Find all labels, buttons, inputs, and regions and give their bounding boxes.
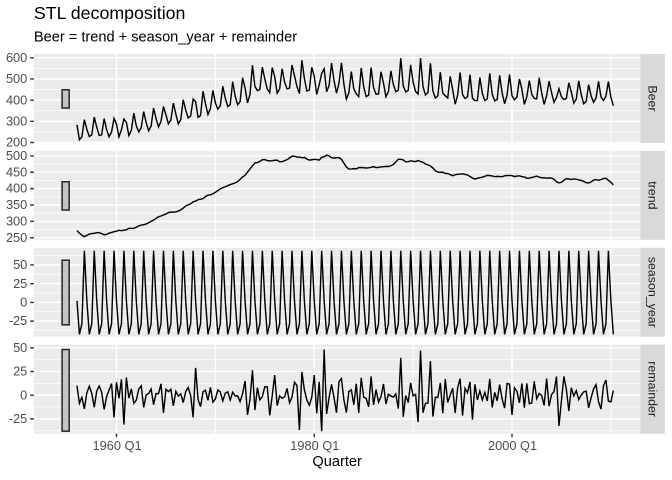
svg-text:season_year: season_year	[646, 257, 660, 328]
svg-text:300: 300	[6, 113, 27, 128]
svg-text:Quarter: Quarter	[312, 454, 362, 470]
svg-text:-25: -25	[9, 313, 28, 328]
svg-text:450: 450	[6, 164, 27, 179]
svg-text:1960 Q1: 1960 Q1	[93, 438, 142, 453]
svg-text:2000 Q1: 2000 Q1	[488, 438, 537, 453]
svg-text:200: 200	[6, 135, 27, 150]
svg-text:350: 350	[6, 197, 27, 212]
svg-text:Beer: Beer	[646, 85, 660, 111]
svg-text:STL decomposition: STL decomposition	[34, 3, 186, 23]
svg-text:500: 500	[6, 71, 27, 86]
svg-text:-25: -25	[9, 411, 28, 426]
svg-text:Beer = trend + season_year + r: Beer = trend + season_year + remainder	[34, 29, 297, 45]
svg-text:50: 50	[13, 257, 27, 272]
svg-text:400: 400	[6, 181, 27, 196]
svg-text:remainder: remainder	[646, 361, 660, 417]
svg-text:25: 25	[13, 364, 27, 379]
svg-text:250: 250	[6, 230, 27, 245]
svg-text:600: 600	[6, 50, 27, 65]
svg-text:1980 Q1: 1980 Q1	[290, 438, 339, 453]
svg-text:300: 300	[6, 213, 27, 228]
svg-text:500: 500	[6, 148, 27, 163]
svg-text:50: 50	[13, 340, 27, 355]
svg-text:0: 0	[20, 387, 27, 402]
svg-text:400: 400	[6, 92, 27, 107]
svg-text:trend: trend	[646, 181, 660, 209]
svg-text:25: 25	[13, 276, 27, 291]
svg-text:0: 0	[20, 295, 27, 310]
